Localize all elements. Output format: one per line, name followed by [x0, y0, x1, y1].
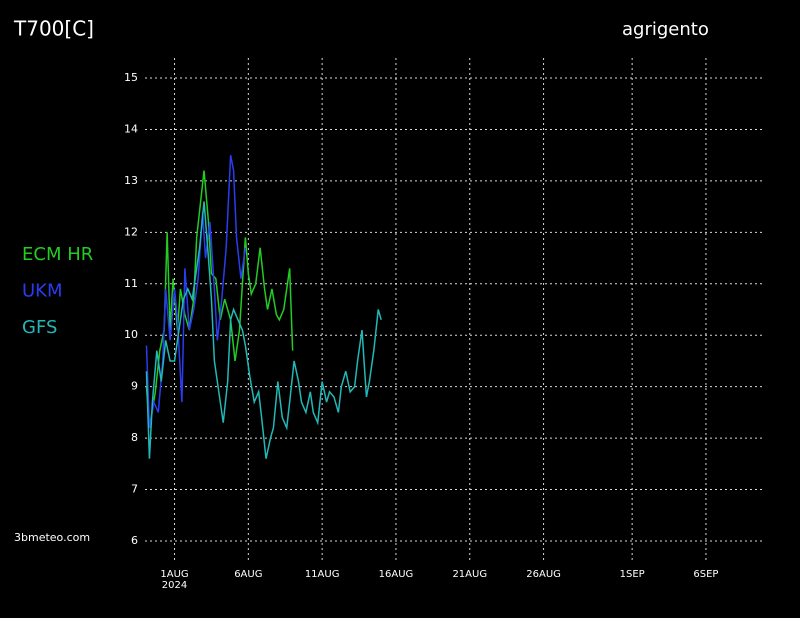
x-tick-label: 6SEP — [693, 569, 718, 580]
y-tick-label: 14 — [124, 122, 138, 135]
y-tick-label: 13 — [124, 174, 138, 187]
x-tick-label: 6AUG — [234, 569, 262, 580]
y-tick-label: 9 — [131, 380, 138, 393]
x-tick-label: 16AUG — [379, 569, 414, 580]
chart-title: T700[C] — [13, 17, 94, 41]
x-tick-label: 21AUG — [452, 569, 487, 580]
legend-entry: ECM HR — [22, 244, 93, 265]
location: agrigento — [622, 19, 709, 40]
y-tick-label: 11 — [124, 277, 138, 290]
x-tick-label: 11AUG — [305, 569, 340, 580]
x-tick-label: 26AUG — [526, 569, 561, 580]
y-tick-label: 7 — [131, 483, 138, 496]
y-tick-label: 10 — [124, 328, 138, 341]
x-year-label: 2024 — [162, 580, 187, 591]
y-tick-label: 8 — [131, 431, 138, 444]
x-tick-label: 1AUG — [160, 569, 188, 580]
series-line — [145, 170, 294, 428]
source: 3bmeteo.com — [14, 531, 90, 544]
series-line — [145, 155, 247, 428]
series-line — [145, 201, 382, 459]
legend-entry: GFS — [22, 317, 57, 338]
y-tick-label: 12 — [124, 225, 138, 238]
legend-entry: UKM — [22, 281, 63, 302]
x-tick-label: 1SEP — [620, 569, 645, 580]
y-tick-label: 6 — [131, 534, 138, 547]
y-tick-label: 15 — [124, 71, 138, 84]
